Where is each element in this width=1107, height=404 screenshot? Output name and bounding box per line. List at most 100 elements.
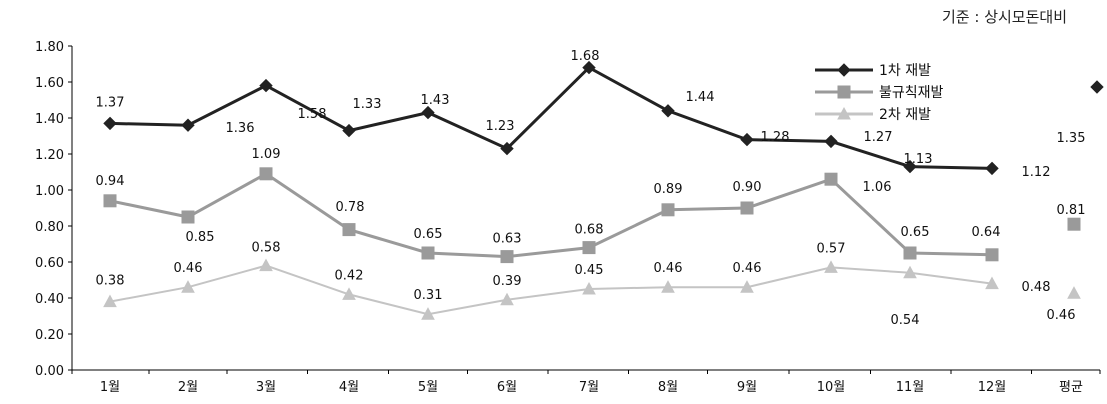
x-tick-label: 11월 bbox=[896, 380, 925, 395]
data-point bbox=[421, 246, 435, 260]
basis-note: 기준 : 상시모돈대비 bbox=[942, 8, 1067, 26]
data-label: 0.65 bbox=[901, 225, 930, 240]
data-label: 0.89 bbox=[654, 182, 683, 197]
data-point bbox=[824, 260, 838, 273]
data-point bbox=[421, 307, 435, 320]
data-point bbox=[500, 292, 514, 306]
data-point bbox=[582, 60, 596, 75]
x-tick-label: 5월 bbox=[418, 380, 438, 395]
data-point bbox=[740, 201, 754, 215]
data-point bbox=[985, 248, 999, 262]
data-point bbox=[903, 246, 917, 260]
x-tick-label: 평균 bbox=[1059, 380, 1083, 395]
data-label: 1.27 bbox=[864, 130, 893, 145]
data-label: 1.43 bbox=[421, 93, 450, 108]
y-tick-label: 0.20 bbox=[35, 328, 64, 343]
data-label: 0.31 bbox=[414, 288, 443, 303]
y-tick-label: 1.80 bbox=[35, 40, 64, 55]
data-label: 1.36 bbox=[226, 121, 255, 136]
data-label: 0.42 bbox=[335, 268, 364, 283]
data-point bbox=[661, 203, 675, 217]
x-tick-label: 7월 bbox=[579, 380, 599, 395]
data-point bbox=[342, 287, 356, 300]
data-label: 0.78 bbox=[336, 200, 365, 215]
data-point bbox=[342, 223, 356, 237]
data-point bbox=[103, 116, 117, 131]
series-line-3 bbox=[109, 264, 993, 316]
average-label: 1.35 bbox=[1057, 131, 1086, 146]
data-point bbox=[342, 123, 356, 138]
data-label: 1.09 bbox=[252, 147, 281, 162]
legend-label: 1차 재발 bbox=[879, 63, 931, 79]
data-label: 0.38 bbox=[96, 274, 125, 289]
y-tick-label: 0.40 bbox=[35, 292, 64, 307]
x-tick-label: 12월 bbox=[978, 380, 1007, 395]
x-tick-label: 8월 bbox=[658, 380, 678, 395]
data-point bbox=[582, 241, 596, 255]
average-label: 0.81 bbox=[1057, 203, 1086, 218]
data-label: 0.90 bbox=[733, 180, 762, 195]
y-tick-label: 1.60 bbox=[35, 76, 64, 91]
data-label: 0.45 bbox=[575, 263, 604, 278]
y-tick-label: 0.80 bbox=[35, 220, 64, 235]
x-tick-label: 4월 bbox=[339, 380, 359, 395]
data-label: 0.58 bbox=[252, 241, 281, 256]
data-point bbox=[661, 104, 675, 118]
average-point bbox=[1067, 217, 1081, 231]
data-point bbox=[985, 276, 999, 290]
data-label: 1.33 bbox=[353, 97, 382, 112]
x-tick-label: 3월 bbox=[256, 380, 276, 395]
data-label: 0.48 bbox=[1022, 280, 1051, 295]
data-label: 0.57 bbox=[817, 241, 846, 256]
data-label: 1.37 bbox=[96, 95, 125, 110]
data-point bbox=[181, 118, 195, 132]
average-point bbox=[1090, 80, 1104, 94]
x-tick-label: 10월 bbox=[817, 380, 846, 395]
legend-marker bbox=[837, 63, 851, 77]
data-label: 0.64 bbox=[972, 225, 1001, 240]
data-point bbox=[582, 281, 596, 295]
data-point bbox=[500, 141, 514, 156]
data-label: 1.23 bbox=[486, 119, 515, 134]
data-label: 1.28 bbox=[761, 130, 790, 145]
x-tick-label: 9월 bbox=[737, 380, 757, 395]
average-label: 0.46 bbox=[1047, 308, 1076, 323]
data-label: 1.12 bbox=[1022, 165, 1051, 180]
data-label: 0.39 bbox=[493, 274, 522, 289]
legend-label: 불규칙재발 bbox=[879, 85, 944, 101]
data-point bbox=[259, 78, 273, 93]
data-label: 1.13 bbox=[904, 152, 933, 167]
legend-label: 2차 재발 bbox=[879, 107, 931, 123]
y-tick-label: 0.60 bbox=[35, 256, 64, 271]
data-point bbox=[661, 280, 675, 293]
x-tick-label: 1월 bbox=[100, 380, 120, 395]
series-line-2 bbox=[109, 172, 993, 259]
data-label: 0.63 bbox=[493, 232, 522, 247]
data-label: 1.44 bbox=[686, 90, 715, 105]
data-label: 1.58 bbox=[298, 107, 327, 122]
data-point bbox=[740, 132, 754, 147]
data-point bbox=[103, 294, 117, 308]
y-tick-label: 1.00 bbox=[35, 184, 64, 199]
data-label: 0.46 bbox=[733, 261, 762, 276]
series-line-1 bbox=[109, 65, 993, 170]
data-point bbox=[740, 280, 754, 293]
data-label: 1.68 bbox=[571, 49, 600, 64]
data-point bbox=[181, 280, 195, 293]
y-tick-label: 0.00 bbox=[35, 364, 64, 379]
data-point bbox=[824, 134, 838, 149]
data-label: 1.06 bbox=[863, 180, 892, 195]
data-label: 0.54 bbox=[891, 313, 920, 328]
data-label: 0.46 bbox=[174, 261, 203, 276]
data-label: 0.85 bbox=[186, 230, 215, 245]
data-point bbox=[500, 250, 514, 264]
data-point bbox=[259, 258, 273, 272]
x-tick-label: 2월 bbox=[178, 380, 198, 395]
legend-marker bbox=[837, 85, 851, 99]
data-point bbox=[181, 210, 195, 224]
data-point bbox=[421, 105, 435, 120]
x-tick-label: 6월 bbox=[497, 380, 517, 395]
data-point bbox=[903, 159, 917, 174]
data-point bbox=[259, 167, 273, 181]
